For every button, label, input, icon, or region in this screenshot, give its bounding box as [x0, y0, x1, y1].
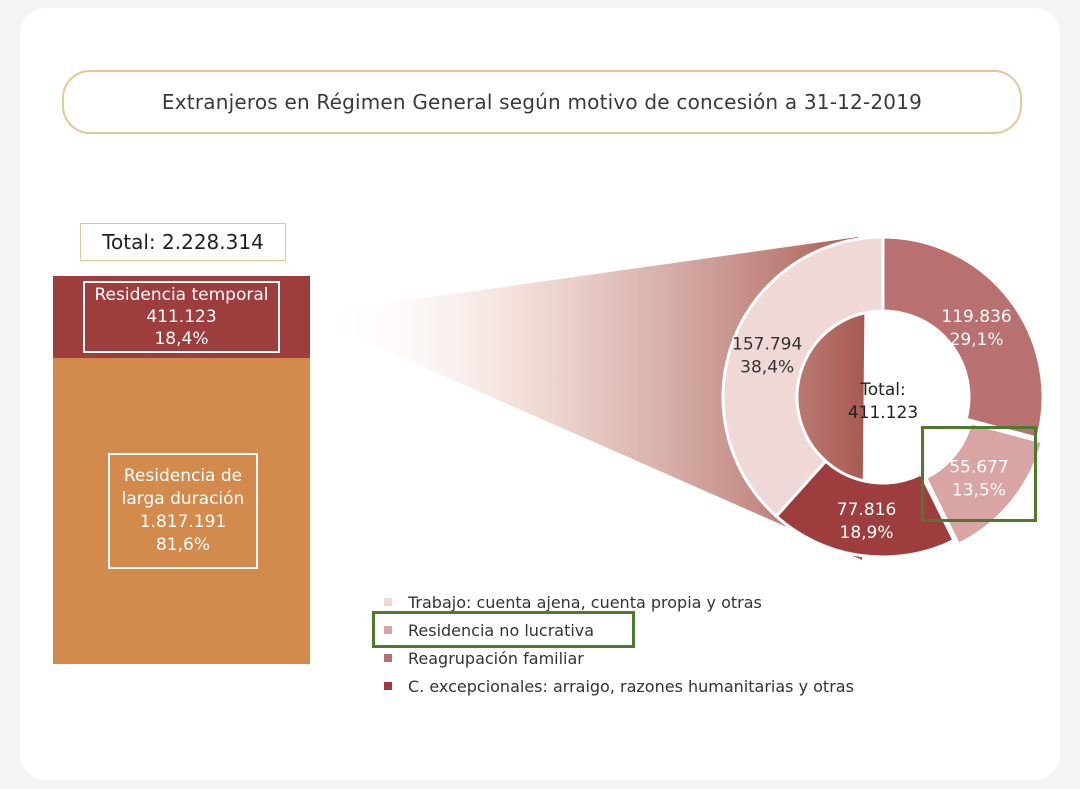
slice-value-label: 119.836	[941, 307, 1011, 327]
donut-slice	[774, 458, 956, 559]
legend: Trabajo: cuenta ajena, cuenta propia y o…	[384, 588, 854, 700]
legend-item-reagrupacion: Reagrupación familiar	[384, 644, 854, 672]
slice-pct-label: 38,4%	[740, 358, 794, 378]
legend-swatch	[384, 626, 392, 634]
slice-highlight-box	[921, 426, 1037, 522]
legend-item-no-lucrativa: Residencia no lucrativa	[384, 616, 854, 644]
slice-value-label: 55.677	[949, 458, 1008, 478]
donut-slice	[721, 235, 885, 519]
legend-swatch	[384, 654, 392, 662]
donut-slice	[881, 235, 1045, 441]
legend-swatch	[384, 682, 392, 690]
bar-segment-temporal: Residencia temporal 411.123 18,4%	[53, 276, 310, 358]
bar-label-larga-duracion: Residencia de larga duración 1.817.191 8…	[108, 453, 258, 569]
donut-center-value: 411.123	[848, 403, 918, 423]
total-label: Total: 2.228.314	[80, 223, 286, 261]
legend-item-trabajo: Trabajo: cuenta ajena, cuenta propia y o…	[384, 588, 854, 616]
legend-swatch	[384, 598, 392, 606]
legend-highlight-box	[372, 611, 635, 648]
legend-label: Reagrupación familiar	[408, 648, 584, 668]
bar-label-temporal: Residencia temporal 411.123 18,4%	[83, 281, 280, 353]
slice-pct-label: 18,9%	[840, 523, 894, 543]
bar-segment-larga-duracion: Residencia de larga duración 1.817.191 8…	[53, 358, 310, 664]
donut-slice	[923, 421, 1045, 547]
bar-larga-name-line2: larga duración	[121, 489, 245, 509]
bar-temporal-value: 411.123	[146, 307, 217, 327]
slice-pct-label: 13,5%	[952, 481, 1006, 501]
slice-value-label: 77.816	[837, 500, 896, 520]
bar-larga-value: 1.817.191	[139, 512, 227, 532]
legend-label: Residencia no lucrativa	[408, 620, 595, 640]
slice-pct-label: 29,1%	[950, 330, 1004, 350]
donut-center-label: Total:	[859, 380, 905, 400]
slice-value-label: 157.794	[732, 335, 802, 355]
legend-label: C. excepcionales: arraigo, razones human…	[408, 676, 854, 696]
bar-temporal-pct: 18,4%	[154, 329, 209, 349]
connector-funnel	[312, 237, 865, 560]
chart-title: Extranjeros en Régimen General según mot…	[62, 70, 1022, 134]
total-label-text: Total: 2.228.314	[102, 230, 264, 254]
donut-chart: 119.836 29,1% 55.677 13,5% 77.816 18,9% 157.79…	[721, 235, 1045, 559]
legend-label: Trabajo: cuenta ajena, cuenta propia y o…	[408, 592, 762, 612]
bar-larga-pct: 81,6%	[155, 535, 210, 555]
legend-item-excepcionales: C. excepcionales: arraigo, razones human…	[384, 672, 854, 700]
bar-temporal-name: Residencia temporal	[94, 285, 269, 305]
bar-larga-name-line1: Residencia de	[123, 466, 243, 486]
chart-title-text: Extranjeros en Régimen General según mot…	[161, 90, 923, 114]
